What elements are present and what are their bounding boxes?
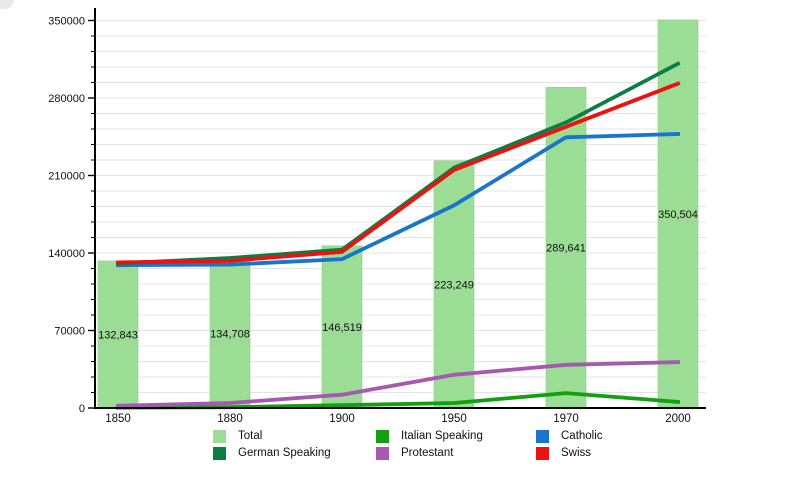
legend-item-german-speaking: German Speaking (213, 447, 331, 460)
y-tick-label: 280000 (48, 93, 85, 105)
x-tick-label-1880: 1880 (217, 413, 243, 425)
legend-label-swiss: Swiss (561, 447, 592, 459)
legend-swatch-german-speaking (213, 447, 226, 460)
legend-swatch-swiss (536, 447, 549, 460)
legend-item-total: Total (213, 430, 331, 443)
line-series-layer (116, 61, 681, 410)
legend-item-swiss: Swiss (536, 447, 603, 460)
total-bar-1880 (209, 258, 251, 409)
y-tick-label: 210000 (48, 171, 85, 183)
y-tick-label: 70000 (54, 326, 85, 338)
legend-item-italian-speaking: Italian Speaking (376, 430, 483, 443)
bar-value-label-1850: 132,843 (98, 329, 138, 341)
legend-label-catholic: Catholic (561, 430, 603, 442)
x-tick-label-1850: 1850 (105, 413, 131, 425)
x-tick-label-1950: 1950 (441, 413, 467, 425)
legend-column-2: Italian Speaking Protestant (376, 430, 483, 460)
bar-value-label-1900: 146,519 (322, 322, 362, 334)
x-tick-label-1900: 1900 (329, 413, 355, 425)
legend-label-protestant: Protestant (401, 447, 454, 459)
y-tick-label: 0 (79, 403, 85, 415)
legend-label-total: Total (238, 430, 263, 442)
window-corner-artifact (0, 0, 14, 9)
axis-labels-layer: 0 70000 140000 210000 280000 350000 1850 1880 19… (48, 16, 691, 426)
legend-label-italian-speaking: Italian Speaking (401, 430, 483, 442)
legend-swatch-protestant (376, 447, 389, 460)
axes-layer (88, 8, 706, 409)
legend-item-protestant: Protestant (376, 447, 483, 460)
x-tick-label-1970: 1970 (553, 413, 579, 425)
total-bar-1900 (321, 245, 363, 409)
legend-swatch-catholic (536, 430, 549, 443)
total-bar-1950 (433, 160, 475, 409)
legend-label-german-speaking: German Speaking (238, 447, 331, 459)
bar-value-label-1880: 134,708 (210, 328, 250, 340)
bar-value-label-1950: 223,249 (434, 279, 474, 291)
bar-value-label-1970: 289,641 (546, 243, 586, 255)
x-tick-label-2000: 2000 (665, 413, 691, 425)
legend-swatch-total (213, 430, 226, 443)
line-protestant (116, 360, 680, 408)
line-swiss (116, 81, 681, 265)
line-catholic (116, 132, 680, 268)
legend-column-3: Catholic Swiss (536, 430, 603, 460)
legend-column-1: Total German Speaking (213, 430, 331, 460)
legend-item-catholic: Catholic (536, 430, 603, 443)
total-bar-1850 (97, 260, 139, 409)
bar-value-label-2000: 350,504 (658, 209, 698, 221)
bars-layer: 132,843 134,708 146,519 223,249 289,641 350,5… (97, 19, 699, 409)
legend-swatch-italian-speaking (376, 430, 389, 443)
y-tick-label: 350000 (48, 16, 85, 28)
y-tick-label: 140000 (48, 248, 85, 260)
legend: Total German Speaking Italian Speaking P… (0, 428, 800, 472)
gridlines-layer (95, 20, 706, 393)
